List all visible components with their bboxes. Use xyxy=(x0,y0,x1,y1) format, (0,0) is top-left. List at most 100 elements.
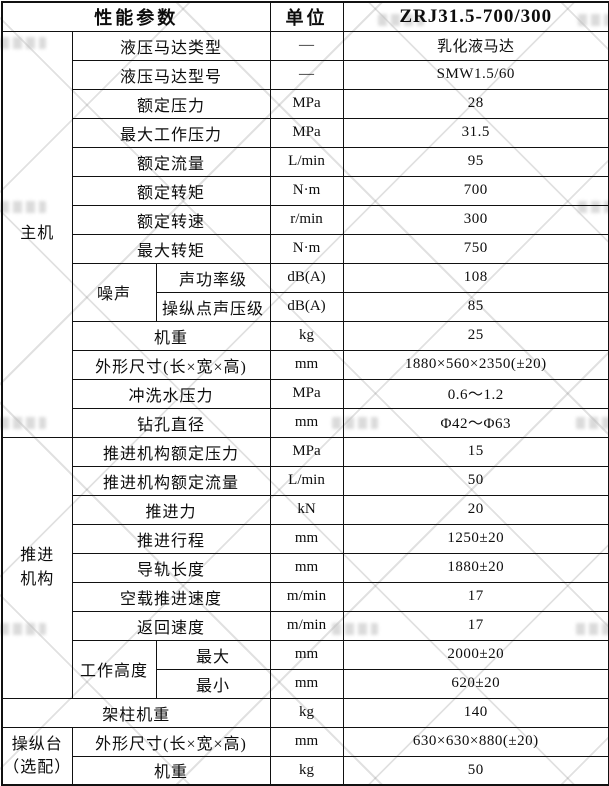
unit-cell: MPa xyxy=(269,88,344,119)
param-cell: 外形尺寸(长×宽×高) xyxy=(71,726,271,757)
param-cell: 额定压力 xyxy=(71,88,271,119)
value-cell: 300 xyxy=(342,204,609,235)
unit-cell: mm xyxy=(269,523,344,554)
param-cell: 钻孔直径 xyxy=(71,407,271,438)
param-cell-full-width: 架柱机重 xyxy=(1,697,271,728)
table-row: 架柱机重 kg 140 xyxy=(1,697,609,728)
param-cell: 液压马达型号 xyxy=(71,59,271,90)
value-cell: 乳化液马达 xyxy=(342,30,609,61)
table-row: 额定转速 r/min 300 xyxy=(2,204,609,235)
table-row: 推进 机构 推进机构额定压力 MPa 15 xyxy=(1,436,609,699)
value-cell: 17 xyxy=(342,581,609,612)
param-cell: 最大转矩 xyxy=(71,233,271,264)
value-cell: 1880±20 xyxy=(342,552,609,583)
value-cell: 0.6～1.2 xyxy=(342,378,609,409)
header-row: 性能参数 单位 ZRJ31.5-700/300 xyxy=(1,1,609,32)
table-row: 返回速度 m/min 17 xyxy=(2,610,609,641)
unit-cell: r/min xyxy=(269,204,344,235)
table-row: 额定转矩 N·m 700 xyxy=(2,175,609,206)
param-cell: 推进行程 xyxy=(71,523,271,554)
table-row: 导轨长度 mm 1880±20 xyxy=(2,552,609,583)
table-row: 钻孔直径 mm Φ42～Φ63 xyxy=(2,407,609,438)
value-cell: 630×630×880(±20) xyxy=(342,726,609,757)
unit-cell: dB(A) xyxy=(269,262,344,293)
unit-cell: mm xyxy=(269,552,344,583)
table-row: 液压马达型号 — SMW1.5/60 xyxy=(2,59,609,90)
value-cell: 85 xyxy=(342,291,609,322)
table-row: 外形尺寸(长×宽×高) mm 1880×560×2350(±20) xyxy=(2,349,609,380)
unit-cell: — xyxy=(269,59,344,90)
param-cell: 外形尺寸(长×宽×高) xyxy=(71,349,271,380)
unit-cell: kN xyxy=(269,494,344,525)
param-cell: 最大工作压力 xyxy=(71,117,271,148)
value-cell: 750 xyxy=(342,233,609,264)
unit-cell: kg xyxy=(269,697,344,728)
unit-cell: N·m xyxy=(269,233,344,264)
table-row: 推进力 kN 20 xyxy=(2,494,609,525)
table-row: 操纵台 （选配） 外形尺寸(长×宽×高) mm 630×630×880(±20) xyxy=(1,726,609,786)
table-row: 冲洗水压力 MPa 0.6～1.2 xyxy=(2,378,609,409)
unit-cell: m/min xyxy=(269,581,344,612)
param-cell: 额定转速 xyxy=(71,204,271,235)
table-row: 操纵点声压级 dB(A) 85 xyxy=(2,291,609,322)
value-cell: Φ42～Φ63 xyxy=(342,407,609,438)
subgroup-working-height: 工作高度 xyxy=(71,639,157,699)
table-row: 最小 mm 620±20 xyxy=(2,668,609,699)
unit-cell: mm xyxy=(269,668,344,699)
unit-cell: m/min xyxy=(269,610,344,641)
param-cell: 推进力 xyxy=(71,494,271,525)
table-row: 推进机构额定流量 L/min 50 xyxy=(2,465,609,496)
unit-cell: N·m xyxy=(269,175,344,206)
unit-cell: mm xyxy=(269,726,344,757)
row-group-main-machine: 主机 xyxy=(1,30,73,438)
value-cell: 95 xyxy=(342,146,609,177)
param-cell: 额定流量 xyxy=(71,146,271,177)
param-cell: 机重 xyxy=(71,755,271,786)
value-cell: 1250±20 xyxy=(342,523,609,554)
table-row: 额定压力 MPa 28 xyxy=(2,88,609,119)
value-cell: 700 xyxy=(342,175,609,206)
table-row: 推进行程 mm 1250±20 xyxy=(2,523,609,554)
unit-cell: MPa xyxy=(269,436,344,467)
table-row: 空载推进速度 m/min 17 xyxy=(2,581,609,612)
header-parameters: 性能参数 xyxy=(1,1,271,32)
param-cell: 推进机构额定流量 xyxy=(71,465,271,496)
param-cell: 导轨长度 xyxy=(71,552,271,583)
unit-cell: mm xyxy=(269,407,344,438)
header-unit: 单位 xyxy=(269,1,344,32)
table-row: 机重 kg 25 xyxy=(2,320,609,351)
param-cell: 冲洗水压力 xyxy=(71,378,271,409)
param-cell: 声功率级 xyxy=(155,262,271,293)
table-row: 主机 液压马达类型 — 乳化液马达 xyxy=(1,30,609,438)
unit-cell: MPa xyxy=(269,117,344,148)
param-cell: 推进机构额定压力 xyxy=(71,436,271,467)
param-cell: 返回速度 xyxy=(71,610,271,641)
row-group-feed-mechanism: 推进 机构 xyxy=(1,436,73,699)
table-row: 最大转矩 N·m 750 xyxy=(2,233,609,264)
table-row: 噪声 声功率级 dB(A) 108 xyxy=(2,262,609,322)
unit-cell: L/min xyxy=(269,465,344,496)
param-cell: 空载推进速度 xyxy=(71,581,271,612)
value-cell: 25 xyxy=(342,320,609,351)
table-row: 最大工作压力 MPa 31.5 xyxy=(2,117,609,148)
param-cell: 最小 xyxy=(155,668,271,699)
table-row: 机重 kg 50 xyxy=(2,755,609,786)
param-cell: 最大 xyxy=(155,639,271,670)
unit-cell: — xyxy=(269,30,344,61)
param-cell: 机重 xyxy=(71,320,271,351)
value-cell: 31.5 xyxy=(342,117,609,148)
unit-cell: L/min xyxy=(269,146,344,177)
value-cell: 1880×560×2350(±20) xyxy=(342,349,609,380)
value-cell: 15 xyxy=(342,436,609,467)
value-cell: 20 xyxy=(342,494,609,525)
subgroup-noise: 噪声 xyxy=(71,262,157,322)
value-cell: 2000±20 xyxy=(342,639,609,670)
unit-cell: kg xyxy=(269,755,344,786)
header-model: ZRJ31.5-700/300 xyxy=(342,1,609,32)
value-cell: 50 xyxy=(342,465,609,496)
unit-cell: mm xyxy=(269,349,344,380)
value-cell: 620±20 xyxy=(342,668,609,699)
value-cell: 17 xyxy=(342,610,609,641)
unit-cell: dB(A) xyxy=(269,291,344,322)
